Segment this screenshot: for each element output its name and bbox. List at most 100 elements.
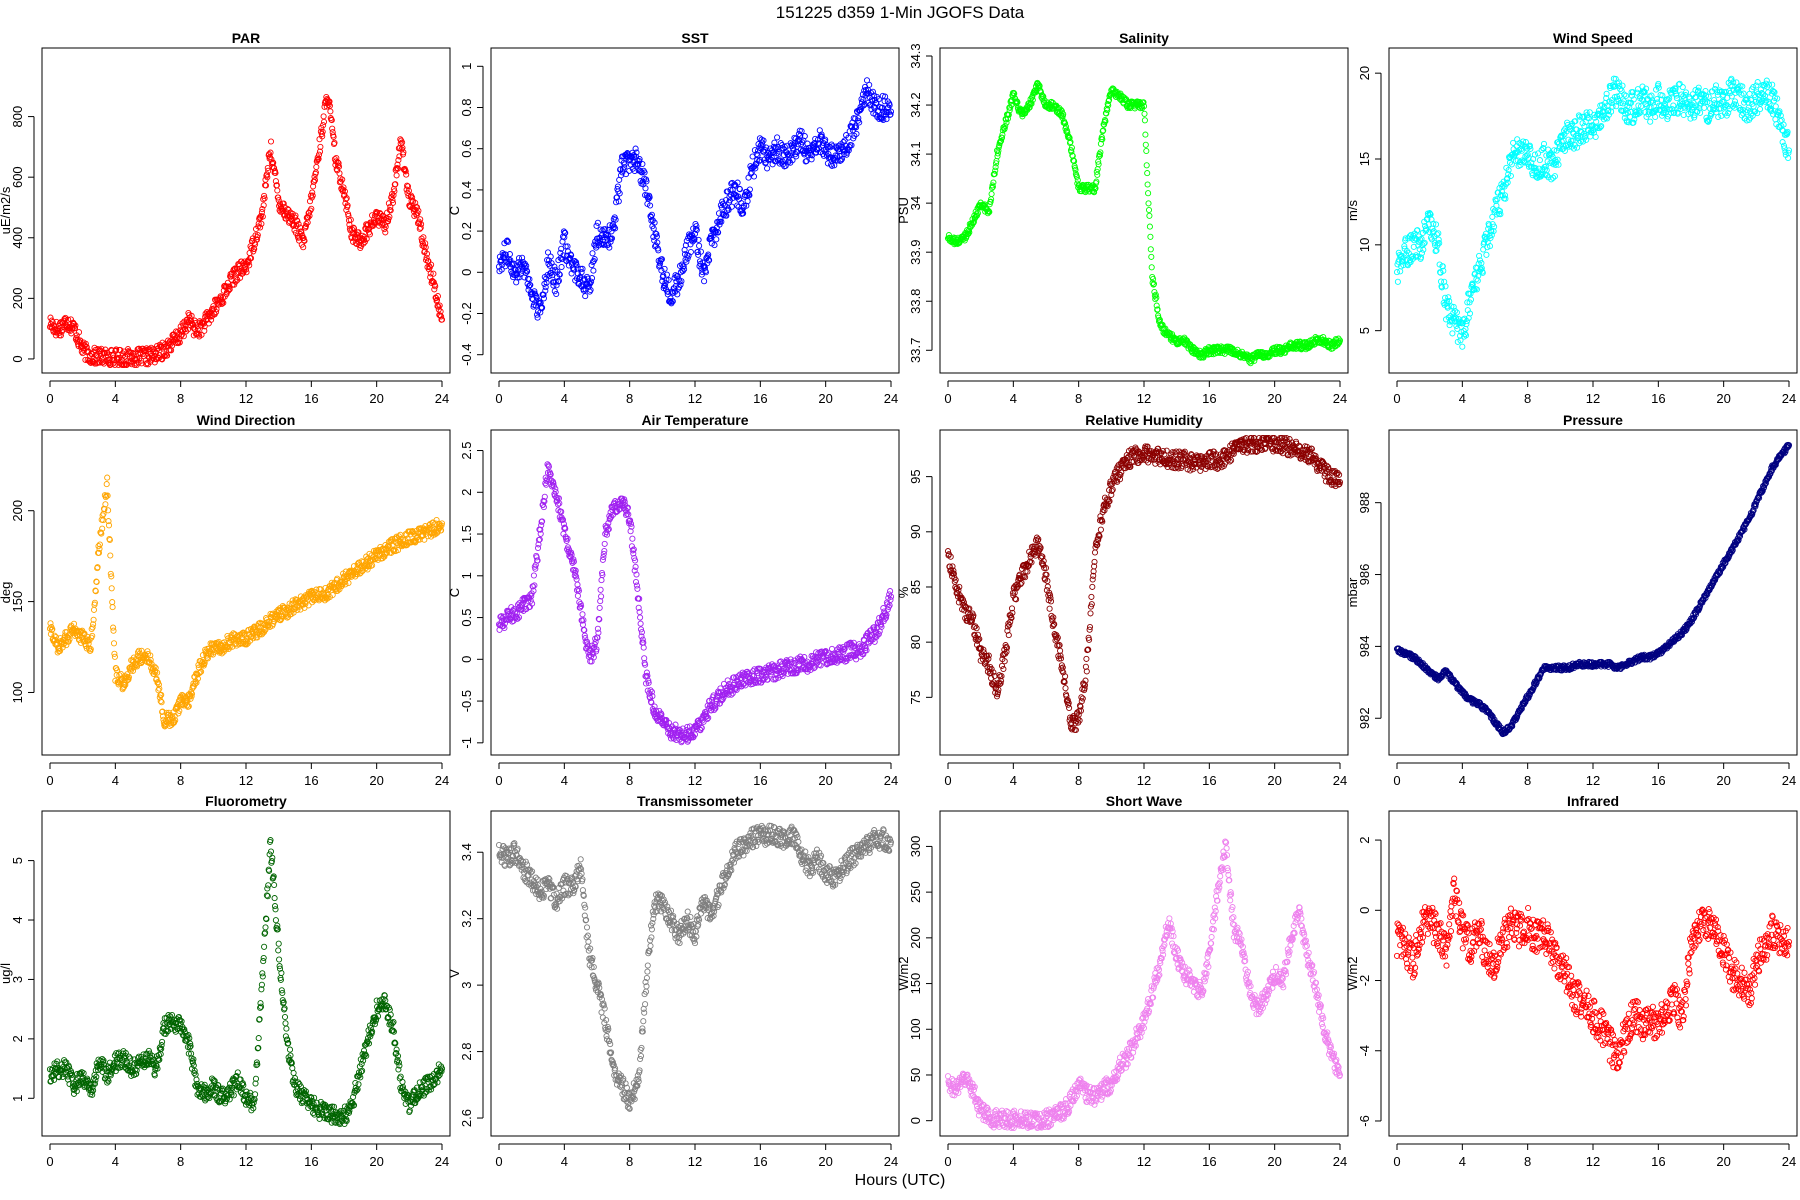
data-point (320, 122, 327, 129)
data-point (298, 229, 305, 236)
data-point (774, 134, 781, 141)
data-point (110, 627, 117, 634)
data-point (574, 592, 581, 599)
data-points (1393, 75, 1793, 350)
y-tick-label: 34.2 (908, 92, 923, 117)
x-tick-label: 4 (112, 391, 119, 406)
y-tick-label: 600 (10, 166, 25, 188)
data-point (764, 165, 771, 172)
data-point (632, 578, 640, 586)
data-point (382, 229, 389, 236)
data-point (1718, 112, 1725, 119)
data-point (111, 361, 118, 369)
data-point (267, 149, 274, 156)
data-point (238, 258, 245, 265)
y-tick-label: 1 (459, 63, 474, 70)
data-point (547, 253, 554, 260)
data-point (393, 165, 400, 172)
data-point (390, 192, 397, 199)
y-tick-label: 1 (459, 572, 474, 579)
x-tick-label: 4 (112, 773, 119, 788)
data-point (243, 269, 250, 276)
data-point (1146, 223, 1153, 230)
data-point (90, 359, 98, 366)
data-point (75, 329, 83, 336)
data-point (252, 232, 259, 239)
data-point (260, 202, 267, 209)
y-tick-label: 800 (10, 106, 25, 128)
y-tick-label: 1.5 (459, 525, 474, 543)
x-tick-label: 4 (561, 391, 568, 406)
data-point (1483, 251, 1490, 258)
data-point (313, 163, 320, 171)
x-tick-label: 12 (688, 773, 702, 788)
data-point (186, 314, 193, 321)
data-point (1143, 162, 1150, 169)
data-point (327, 108, 334, 115)
y-tick-label: -0.4 (459, 343, 474, 365)
data-point (109, 599, 116, 606)
data-point (393, 172, 400, 179)
data-points (495, 461, 895, 746)
data-point (413, 204, 421, 211)
data-point (220, 299, 227, 306)
data-point (366, 231, 373, 238)
data-point (427, 270, 434, 277)
x-tick-label: 12 (1137, 391, 1151, 406)
data-point (524, 268, 531, 275)
data-point (1712, 82, 1720, 89)
data-point (309, 189, 316, 196)
data-point (326, 98, 333, 105)
data-point (637, 620, 644, 627)
data-point (396, 144, 403, 152)
panel-title: Salinity (1119, 30, 1169, 46)
data-point (82, 340, 89, 347)
data-point (1145, 200, 1152, 207)
data-point (597, 586, 604, 593)
data-point (208, 316, 215, 323)
data-point (634, 585, 641, 592)
data-point (405, 187, 412, 194)
data-point (360, 240, 367, 247)
data-point (428, 261, 435, 268)
y-tick-label: 0 (10, 355, 25, 362)
data-point (579, 611, 586, 618)
data-point (595, 629, 602, 636)
data-point (103, 481, 110, 488)
y-tick-label: 34.1 (908, 141, 923, 166)
data-point (394, 161, 401, 168)
data-point (246, 262, 253, 269)
data-point (316, 148, 324, 155)
data-point (254, 231, 261, 239)
data-point (745, 174, 752, 181)
data-point (1143, 147, 1150, 155)
x-tick-label: 0 (495, 773, 502, 788)
data-point (394, 164, 401, 172)
x-tick-label: 8 (626, 391, 633, 406)
x-tick-label: 8 (177, 391, 184, 406)
data-point (264, 174, 271, 181)
data-point (385, 200, 392, 207)
data-point (527, 281, 534, 289)
data-point (201, 327, 208, 334)
data-point (129, 350, 137, 357)
x-tick-label: 0 (495, 391, 502, 406)
data-point (394, 165, 402, 172)
data-point (379, 213, 387, 220)
data-point (1144, 181, 1151, 188)
data-point (1074, 177, 1081, 184)
data-point (70, 321, 78, 328)
data-point (402, 168, 409, 175)
data-point (182, 325, 189, 332)
data-point (696, 242, 703, 249)
x-tick-label: 16 (304, 391, 318, 406)
x-tick-label: 16 (304, 773, 318, 788)
data-point (315, 155, 322, 162)
x-tick-label: 20 (818, 391, 832, 406)
data-point (272, 169, 279, 177)
data-point (151, 359, 158, 366)
data-point (342, 196, 349, 203)
data-point (1670, 102, 1677, 109)
data-point (340, 184, 347, 191)
